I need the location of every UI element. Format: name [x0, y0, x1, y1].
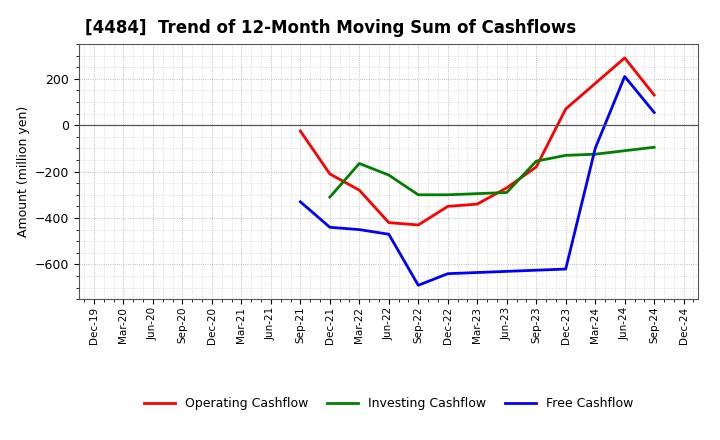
Free Cashflow [591, 146, 600, 151]
Investing Cashflow [591, 151, 600, 157]
Investing Cashflow [414, 192, 423, 198]
Free Cashflow [621, 74, 629, 79]
Operating Cashflow [384, 220, 393, 225]
Investing Cashflow [355, 161, 364, 166]
Free Cashflow [384, 231, 393, 237]
Free Cashflow [444, 271, 452, 276]
Operating Cashflow [503, 185, 511, 191]
Investing Cashflow [444, 192, 452, 198]
Line: Investing Cashflow: Investing Cashflow [330, 147, 654, 197]
Operating Cashflow [355, 187, 364, 193]
Investing Cashflow [503, 190, 511, 195]
Investing Cashflow [532, 158, 541, 164]
Free Cashflow [325, 225, 334, 230]
Free Cashflow [503, 269, 511, 274]
Operating Cashflow [562, 106, 570, 112]
Investing Cashflow [621, 148, 629, 154]
Investing Cashflow [473, 191, 482, 196]
Investing Cashflow [650, 145, 659, 150]
Free Cashflow [414, 282, 423, 288]
Investing Cashflow [384, 172, 393, 178]
Operating Cashflow [591, 81, 600, 86]
Legend: Operating Cashflow, Investing Cashflow, Free Cashflow: Operating Cashflow, Investing Cashflow, … [139, 392, 639, 415]
Operating Cashflow [444, 204, 452, 209]
Free Cashflow [355, 227, 364, 232]
Y-axis label: Amount (million yen): Amount (million yen) [17, 106, 30, 237]
Free Cashflow [473, 270, 482, 275]
Operating Cashflow [473, 202, 482, 207]
Text: [4484]  Trend of 12-Month Moving Sum of Cashflows: [4484] Trend of 12-Month Moving Sum of C… [86, 19, 577, 37]
Operating Cashflow [532, 164, 541, 169]
Investing Cashflow [325, 194, 334, 200]
Operating Cashflow [296, 128, 305, 134]
Free Cashflow [562, 266, 570, 271]
Investing Cashflow [562, 153, 570, 158]
Free Cashflow [296, 199, 305, 205]
Operating Cashflow [414, 222, 423, 227]
Operating Cashflow [621, 55, 629, 61]
Line: Operating Cashflow: Operating Cashflow [300, 58, 654, 225]
Operating Cashflow [325, 171, 334, 176]
Line: Free Cashflow: Free Cashflow [300, 77, 654, 285]
Free Cashflow [650, 110, 659, 115]
Operating Cashflow [650, 92, 659, 98]
